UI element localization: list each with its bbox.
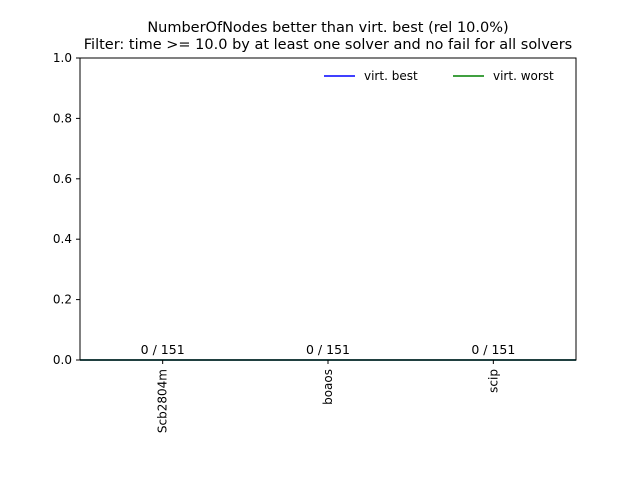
y-tick-label: 1.0 [53,51,72,65]
plot-frame [79,57,577,361]
y-tick-label: 0.6 [53,172,72,186]
y-tick-label: 0.2 [53,293,72,307]
bar-data-label: 0 / 151 [471,342,515,357]
plot-area: 0.0 0.2 0.4 0.6 0.8 1.0 Scb2804m 0 / 151 boaos 0 … [53,51,576,433]
legend: virt. best virt. worst [324,69,554,83]
x-tick-label: Scb2804m [156,369,170,433]
y-tick-label: 0.4 [53,232,72,246]
y-tick-label: 0.0 [53,353,72,367]
x-tick-label: scip [486,369,500,393]
bar-data-label: 0 / 151 [141,342,185,357]
legend-label-virt-worst: virt. worst [493,69,554,83]
chart-title-line-2: Filter: time >= 10.0 by at least one sol… [84,37,572,53]
y-tick-label: 0.8 [53,111,72,125]
bar-data-label: 0 / 151 [306,342,350,357]
legend-label-virt-best: virt. best [364,69,418,83]
chart-title-line-1: NumberOfNodes better than virt. best (re… [147,20,508,36]
x-tick-label: boaos [321,369,335,405]
